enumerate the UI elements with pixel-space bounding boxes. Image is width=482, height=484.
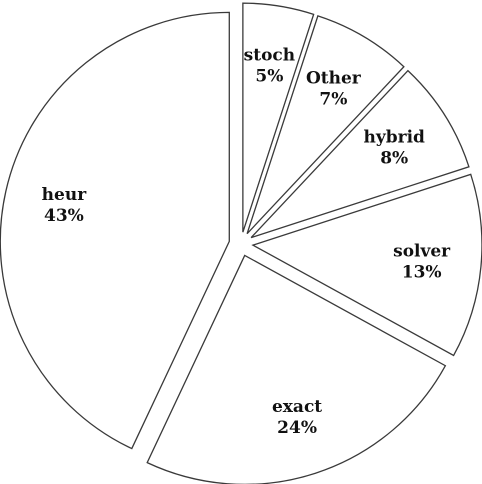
slice-name-label: exact [272, 397, 322, 417]
slice-percent-label: 5% [255, 66, 283, 86]
slice-percent-label: 13% [402, 263, 442, 283]
slice-percent-label: 7% [319, 89, 347, 109]
slice-name-label: heur [42, 185, 88, 205]
slice-name-label: stoch [244, 45, 295, 65]
slice-percent-label: 8% [380, 148, 408, 168]
slice-percent-label: 43% [44, 206, 84, 226]
slice-name-label: solver [393, 242, 451, 262]
slice-name-label: Other [306, 68, 362, 88]
slice-percent-label: 24% [277, 418, 317, 438]
slice-name-label: hybrid [363, 127, 425, 147]
